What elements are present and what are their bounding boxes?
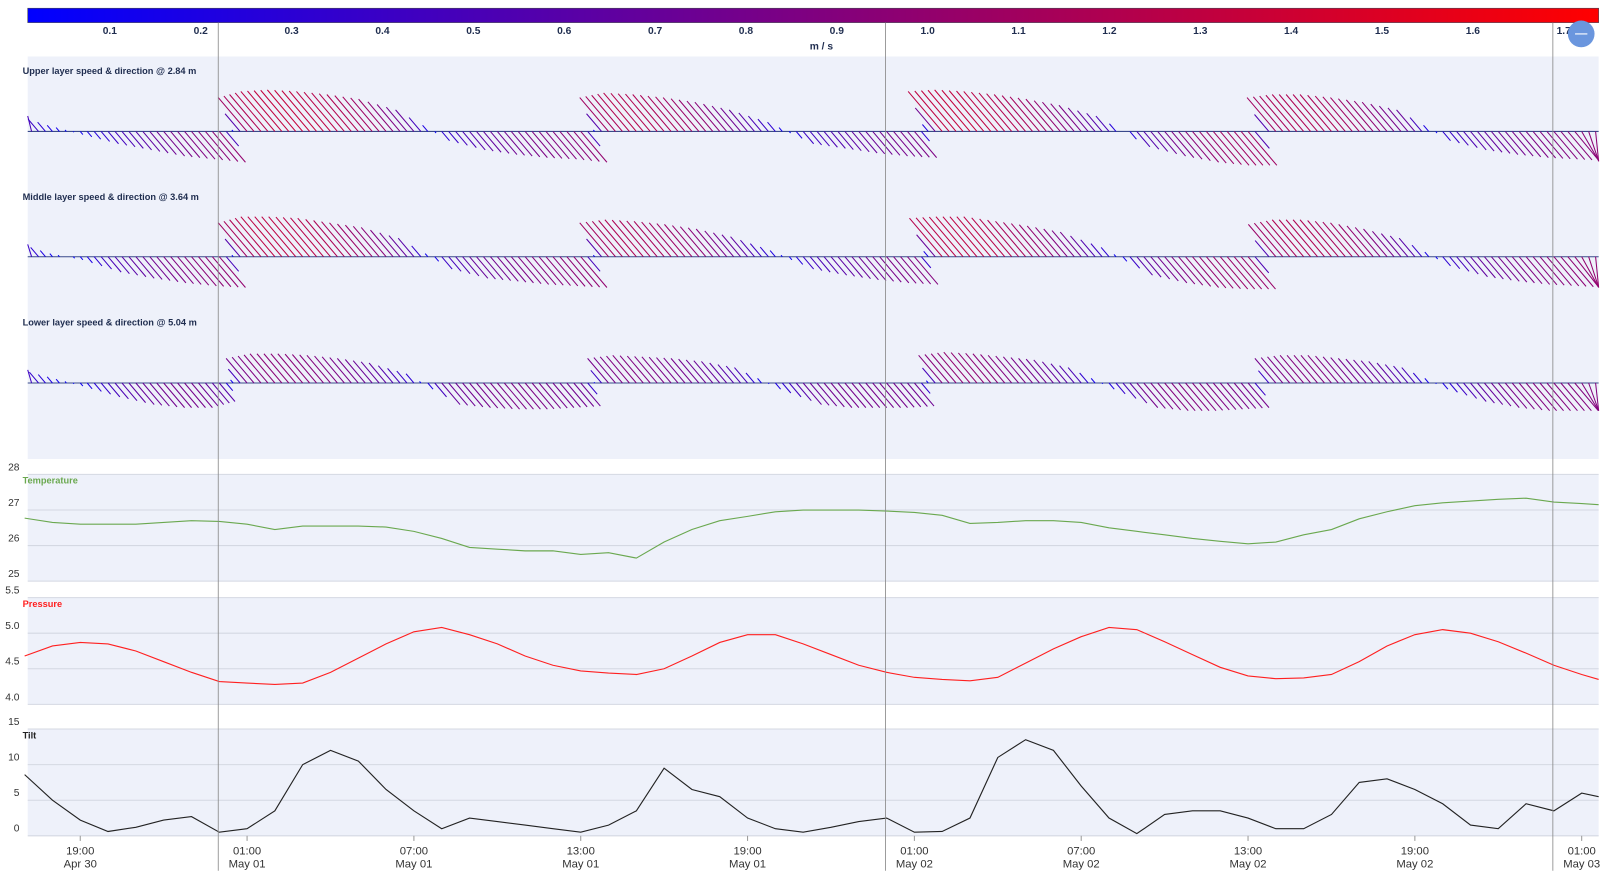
colorbar-tick-label: 0.5 bbox=[466, 26, 481, 37]
colorbar-tick-label: 1.1 bbox=[1011, 26, 1026, 37]
current-vector-stick bbox=[73, 131, 74, 132]
colorbar-tick-label: 1.0 bbox=[921, 26, 936, 37]
y-tick-label: 5.5 bbox=[5, 585, 20, 596]
colorbar-tick-label: 0.6 bbox=[557, 26, 572, 37]
y-tick-label: 28 bbox=[8, 462, 20, 473]
colorbar-tick-label: 0.8 bbox=[739, 26, 754, 37]
y-tick-label: 4.5 bbox=[5, 657, 20, 668]
current-vectors-panel bbox=[28, 56, 1599, 458]
x-tick-date: May 03 bbox=[1563, 859, 1600, 871]
y-tick-label: 5.0 bbox=[5, 621, 20, 632]
y-tick-label: 4.0 bbox=[5, 692, 20, 703]
current-vector-stick bbox=[594, 382, 595, 383]
colorbar-tick-label: 0.7 bbox=[648, 26, 663, 37]
current-vector-stick bbox=[768, 383, 769, 384]
x-tick-date: May 01 bbox=[229, 859, 266, 871]
middle-layer-label: Middle layer speed & direction @ 3.64 m bbox=[23, 192, 199, 202]
colorbar-tick-label: 0.1 bbox=[103, 26, 118, 37]
tilt-panel: 15 10 5 0 Tilt bbox=[8, 717, 1599, 836]
y-tick-label: 0 bbox=[14, 824, 20, 835]
y-tick-label: 5 bbox=[14, 788, 20, 799]
x-tick-date: May 02 bbox=[1230, 859, 1267, 871]
x-tick-date: May 01 bbox=[395, 859, 432, 871]
time-axis: 19:00 Apr 30 01:00 May 01 07:00 May 01 13:00 Ma… bbox=[64, 836, 1601, 871]
lower-layer-label: Lower layer speed & direction @ 5.04 m bbox=[23, 318, 197, 328]
colorbar-tick-label: 0.3 bbox=[284, 26, 299, 37]
y-tick-label: 15 bbox=[8, 717, 20, 728]
y-tick-label: 27 bbox=[8, 498, 20, 509]
colorbar bbox=[28, 8, 1599, 22]
colorbar-tick-label: 1.5 bbox=[1375, 26, 1390, 37]
x-tick-time: 13:00 bbox=[567, 845, 595, 857]
colorbar-unit: m / s bbox=[810, 41, 834, 52]
x-tick-time: 01:00 bbox=[1568, 845, 1596, 857]
temperature-panel: 28 27 26 25 Temperature bbox=[8, 462, 1599, 581]
pressure-label: Pressure bbox=[23, 599, 63, 609]
x-tick-date: May 01 bbox=[562, 859, 599, 871]
x-tick-time: 07:00 bbox=[1067, 845, 1095, 857]
x-tick-time: 19:00 bbox=[66, 845, 94, 857]
x-tick-date: Apr 30 bbox=[64, 859, 97, 871]
current-vector-stick bbox=[1436, 383, 1437, 384]
colorbar-tick-label: 1.2 bbox=[1102, 26, 1117, 37]
colorbar-tick-label: 0.2 bbox=[194, 26, 209, 37]
colorbar-tick-label: 1.3 bbox=[1193, 26, 1208, 37]
y-tick-label: 26 bbox=[8, 533, 20, 544]
x-tick-date: May 02 bbox=[896, 859, 933, 871]
colorbar-tick-label: 0.4 bbox=[375, 26, 390, 37]
current-vector-stick bbox=[1102, 383, 1103, 384]
x-tick-time: 13:00 bbox=[1234, 845, 1262, 857]
colorbar-ticks: 0.1 0.2 0.3 0.4 0.5 0.6 0.7 0.8 0.9 1.0 1.1 1.2 1.3 1… bbox=[103, 26, 1571, 37]
x-tick-time: 07:00 bbox=[400, 845, 428, 857]
x-tick-date: May 01 bbox=[729, 859, 766, 871]
colorbar-tick-label: 1.4 bbox=[1284, 26, 1299, 37]
upper-layer-label: Upper layer speed & direction @ 2.84 m bbox=[23, 66, 197, 76]
x-tick-date: May 02 bbox=[1396, 859, 1433, 871]
pressure-panel: 5.5 5.0 4.5 4.0 Pressure bbox=[5, 585, 1598, 704]
colorbar-tick-label: 1.6 bbox=[1466, 26, 1481, 37]
x-tick-time: 19:00 bbox=[733, 845, 761, 857]
x-tick-time: 01:00 bbox=[233, 845, 261, 857]
x-tick-time: 19:00 bbox=[1401, 845, 1429, 857]
y-tick-label: 10 bbox=[8, 753, 20, 764]
current-vector-stick bbox=[73, 383, 74, 384]
tilt-label: Tilt bbox=[23, 730, 37, 740]
colorbar-tick-label: 0.9 bbox=[830, 26, 845, 37]
x-tick-date: May 02 bbox=[1063, 859, 1100, 871]
x-tick-time: 01:00 bbox=[900, 845, 928, 857]
temperature-label: Temperature bbox=[23, 476, 78, 486]
zoom-out-button[interactable] bbox=[1568, 21, 1595, 48]
y-tick-label: 25 bbox=[8, 569, 20, 580]
